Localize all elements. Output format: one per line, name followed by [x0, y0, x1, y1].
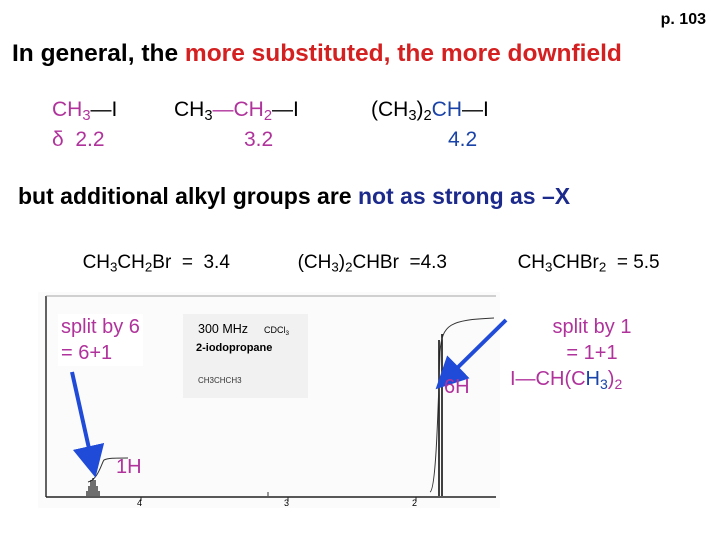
formula-subscript: 3 [408, 108, 417, 125]
label-6h: 6H [444, 376, 470, 398]
formula-fragment: —I [462, 98, 489, 121]
split-annotation-left: split by 6 = 6+1 [58, 314, 143, 366]
title-prefix: In general, the [12, 40, 185, 67]
compound-isopropyl-iodide: (CH3)2CH—I [371, 98, 489, 125]
formula-subscript: 3 [545, 259, 553, 275]
formula-fragment: —I [272, 98, 299, 121]
formula-fragment: ) [607, 368, 615, 390]
formula-fragment: ) [338, 252, 346, 273]
formula-subscript: 3 [110, 259, 118, 275]
formula-fragment: ) [416, 98, 424, 121]
formula-subscript: 3 [204, 108, 213, 125]
formula-fragment: CH [431, 98, 463, 121]
axis-tick-label: 2 [412, 498, 418, 508]
right-formula: I—CH(CH3)2 [510, 368, 622, 391]
spectrum-info-box [183, 314, 308, 398]
formula-fragment: (CH [297, 252, 332, 273]
formula-subscript: 3 [82, 108, 91, 125]
label-1h: 1H [116, 456, 142, 478]
formula-subscript: 3 [600, 375, 608, 392]
formula-fragment: CH [174, 98, 205, 121]
compound-ethyl-iodide: CH3—CH2—I [174, 98, 299, 125]
formula-fragment: —CH [212, 98, 264, 121]
axis-tick-label: 3 [284, 498, 290, 508]
formula-fragment: (CH [371, 98, 409, 121]
subtitle-prefix: but additional alkyl groups are [18, 183, 358, 209]
title-highlight: more substituted, the more downfield [184, 40, 622, 67]
formula-fragment: Br = 3.4 [152, 252, 230, 273]
shift-ethyl-iodide: 3.2 [244, 128, 274, 151]
compound-methyl-iodide: CH3—I [52, 98, 118, 125]
formula-fragment: = 5.5 [606, 252, 660, 273]
shift-methyl-iodide: δ 2.2 [52, 128, 105, 151]
solvent-text: CDCl [264, 325, 286, 335]
septet-peaks [86, 478, 100, 496]
formula-fragment: I—CH(C [510, 368, 586, 390]
formula-subscript: 2 [345, 259, 353, 275]
formula-fragment: CH [82, 252, 111, 273]
formula-subscript: 2 [423, 108, 432, 125]
formula-fragment: CHBr =4.3 [352, 252, 447, 273]
compound-ethyl-bromide: CH3CH2Br = 3.4 [72, 230, 230, 274]
formula-fragment: CH [52, 98, 83, 121]
subtitle: but additional alkyl groups are not as s… [18, 183, 570, 210]
formula-fragment: H [585, 368, 600, 390]
formula-fragment: —I [90, 98, 118, 121]
split-left-line2: = 6+1 [61, 342, 113, 364]
split-annotation-right: split by 1 = 1+1 [522, 314, 662, 366]
page-title: In general, the more substituted, the mo… [12, 40, 622, 68]
split-right-line2: = 1+1 [566, 342, 618, 364]
axis-tick-label: 4 [137, 498, 143, 508]
formula-subscript: 3 [331, 259, 339, 275]
compound-isopropyl-bromide: (CH3)2CHBr =4.3 [287, 230, 447, 274]
spectrum-structure-label: CH3CHCH3 [198, 376, 242, 385]
spectrum-solvent: CDCl3 [264, 325, 290, 337]
formula-subscript: 2 [263, 108, 273, 125]
formula-subscript: 2 [598, 259, 607, 275]
formula-fragment: CHBr [552, 252, 599, 273]
split-right-line1: split by 1 [552, 316, 632, 338]
formula-subscript: 2 [614, 375, 623, 392]
spectrum-frequency: 300 MHz [198, 322, 249, 336]
formula-fragment: CH [117, 252, 145, 273]
compound-dibromoethane: CH3CHBr2 = 5.5 [507, 230, 660, 274]
subtitle-highlight: not as strong as –X [357, 183, 571, 209]
spectrum-compound-name: 2-iodopropane [196, 342, 273, 354]
formula-fragment: CH [517, 252, 546, 273]
page-number: p. 103 [660, 11, 706, 28]
formula-subscript: 2 [144, 259, 153, 275]
shift-isopropyl-iodide: 4.2 [448, 128, 478, 151]
split-left-line1: split by 6 [61, 316, 140, 338]
solvent-subscript: 3 [285, 329, 290, 337]
